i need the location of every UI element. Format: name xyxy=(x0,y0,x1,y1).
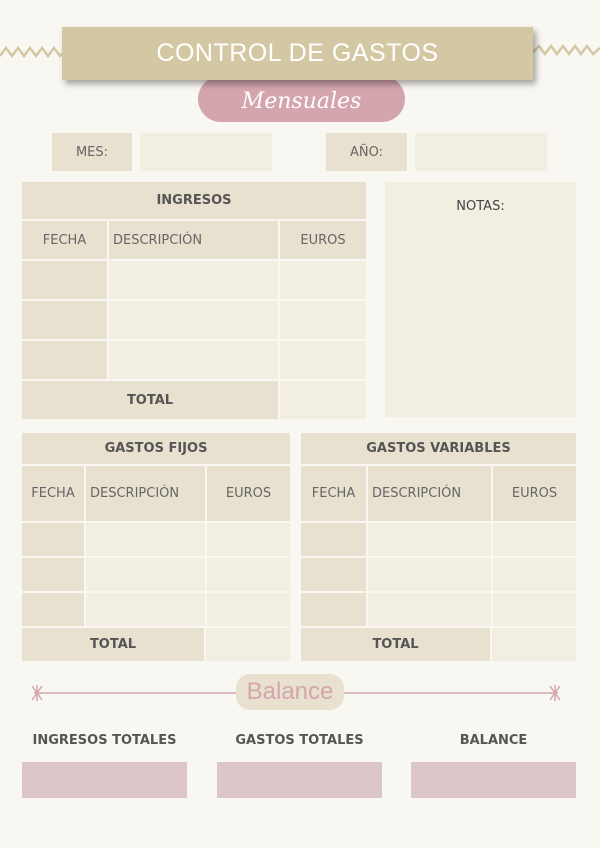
gastos_fijos-row-cell[interactable] xyxy=(207,523,290,556)
gastos_variables-row-cell[interactable] xyxy=(301,558,366,591)
ingresos-total-label: TOTAL xyxy=(22,381,278,419)
gastos_variables-title: GASTOS VARIABLES xyxy=(301,433,576,464)
balance-title: Balance xyxy=(236,674,344,710)
ingresos-column-header: FECHA xyxy=(22,221,107,259)
page-title: CONTROL DE GASTOS xyxy=(62,27,533,80)
month-label: MES: xyxy=(52,133,132,171)
gastos_fijos-row-cell[interactable] xyxy=(22,558,84,591)
notes-label: NOTAS: xyxy=(456,198,505,214)
bow-icon-right xyxy=(549,685,561,701)
ingresos-row-cell[interactable] xyxy=(22,341,107,379)
total-expenses-label: GASTOS TOTALES xyxy=(235,732,364,748)
gastos_fijos-title: GASTOS FIJOS xyxy=(22,433,290,464)
bow-icon-left xyxy=(31,685,43,701)
gastos_fijos-row-cell[interactable] xyxy=(86,593,205,626)
balance-field[interactable] xyxy=(411,762,576,798)
wavy-line-decoration-right xyxy=(533,43,600,57)
ingresos-row-cell[interactable] xyxy=(280,341,366,379)
gastos_fijos-column-header: DESCRIPCIÓN xyxy=(86,466,205,521)
gastos_variables-total-label: TOTAL xyxy=(301,628,490,661)
ingresos-row-cell[interactable] xyxy=(109,341,278,379)
ingresos-row-cell[interactable] xyxy=(22,261,107,299)
balance-label: BALANCE xyxy=(459,732,528,748)
gastos_fijos-total-label: TOTAL xyxy=(22,628,204,661)
notes-box[interactable]: NOTAS: xyxy=(385,182,576,417)
gastos_fijos-row-cell[interactable] xyxy=(86,558,205,591)
ingresos-column-header: EUROS xyxy=(280,221,366,259)
ingresos-column-header: DESCRIPCIÓN xyxy=(109,221,278,259)
total-expenses-field[interactable] xyxy=(217,762,382,798)
subtitle-pill: Mensuales xyxy=(198,76,405,122)
ingresos-row-cell[interactable] xyxy=(280,261,366,299)
ingresos-title: INGRESOS xyxy=(22,182,366,219)
gastos_fijos-row-cell[interactable] xyxy=(22,593,84,626)
year-field[interactable] xyxy=(415,133,547,171)
gastos_fijos-row-cell[interactable] xyxy=(86,523,205,556)
month-field[interactable] xyxy=(140,133,272,171)
gastos_fijos-row-cell[interactable] xyxy=(207,593,290,626)
ingresos-row-cell[interactable] xyxy=(22,301,107,339)
gastos_variables-row-cell[interactable] xyxy=(368,558,491,591)
gastos_fijos-row-cell[interactable] xyxy=(207,558,290,591)
gastos_fijos-total-value[interactable] xyxy=(206,628,290,661)
gastos_variables-row-cell[interactable] xyxy=(301,593,366,626)
gastos_variables-column-header: FECHA xyxy=(301,466,366,521)
gastos_fijos-row-cell[interactable] xyxy=(22,523,84,556)
total-income-field[interactable] xyxy=(22,762,187,798)
gastos_fijos-column-header: EUROS xyxy=(207,466,290,521)
gastos_variables-row-cell[interactable] xyxy=(493,593,576,626)
gastos_variables-row-cell[interactable] xyxy=(493,558,576,591)
year-label: AÑO: xyxy=(326,133,407,171)
gastos_variables-total-value[interactable] xyxy=(492,628,576,661)
ingresos-total-value[interactable] xyxy=(280,381,366,419)
ingresos-row-cell[interactable] xyxy=(109,261,278,299)
gastos_variables-column-header: DESCRIPCIÓN xyxy=(368,466,491,521)
gastos_variables-row-cell[interactable] xyxy=(301,523,366,556)
gastos_fijos-column-header: FECHA xyxy=(22,466,84,521)
ingresos-row-cell[interactable] xyxy=(109,301,278,339)
ingresos-row-cell[interactable] xyxy=(280,301,366,339)
gastos_variables-column-header: EUROS xyxy=(493,466,576,521)
total-income-label: INGRESOS TOTALES xyxy=(32,732,177,748)
gastos_variables-row-cell[interactable] xyxy=(368,523,491,556)
wavy-line-decoration-left xyxy=(0,45,64,59)
gastos_variables-row-cell[interactable] xyxy=(493,523,576,556)
gastos_variables-row-cell[interactable] xyxy=(368,593,491,626)
